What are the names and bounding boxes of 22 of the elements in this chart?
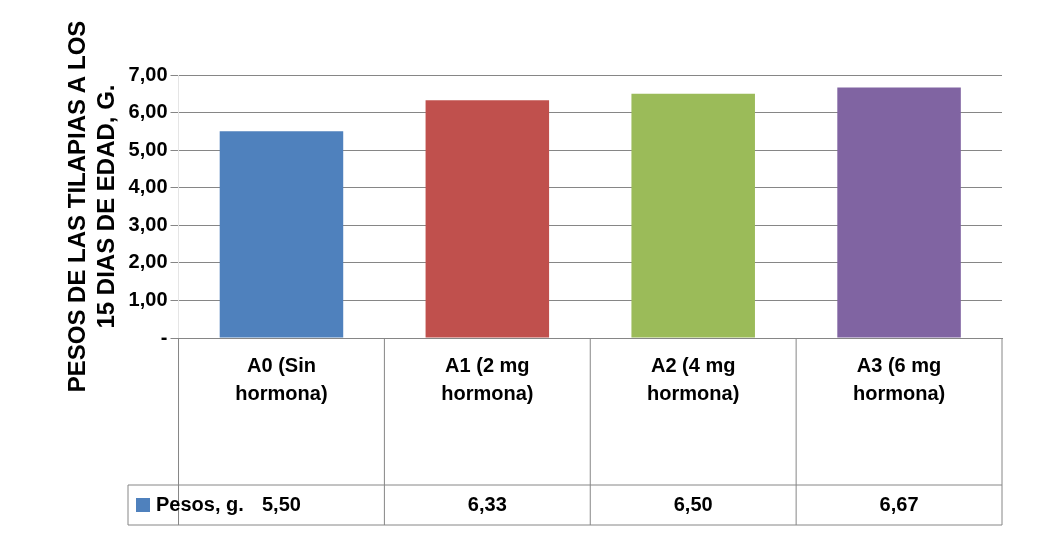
data-label: 6,67 <box>879 492 919 515</box>
data-label: 6,33 <box>467 492 507 515</box>
data-label: 5,50 <box>261 492 301 515</box>
legend-label: Pesos, g. <box>156 492 244 515</box>
y-tick-label: 6,00 <box>128 100 168 123</box>
x-tick-label: A2 (4 mg hormona) <box>647 353 740 404</box>
y-tick-label: 5,00 <box>128 137 168 160</box>
y-tick-label: - <box>160 325 168 348</box>
y-axis-title: PESOS DE LAS TILAPIAS A LOS 15 DIAS DE EDAD, G. <box>63 20 119 393</box>
x-tick-label: A3 (6 mg hormona) <box>852 353 946 404</box>
y-tick-label: 3,00 <box>128 212 168 235</box>
bar <box>631 93 755 338</box>
y-tick-label: 7,00 <box>128 62 168 85</box>
y-tick-label: 2,00 <box>128 250 168 273</box>
bar <box>837 87 961 338</box>
data-label: 6,50 <box>673 492 713 515</box>
x-tick-label: A0 (Sin hormona) <box>235 353 328 404</box>
y-tick-label: 1,00 <box>128 287 168 310</box>
y-tick-label: 4,00 <box>128 175 168 198</box>
bar <box>219 131 344 338</box>
bar <box>425 100 550 338</box>
x-tick-label: A1 (2 mg hormona) <box>441 353 534 404</box>
